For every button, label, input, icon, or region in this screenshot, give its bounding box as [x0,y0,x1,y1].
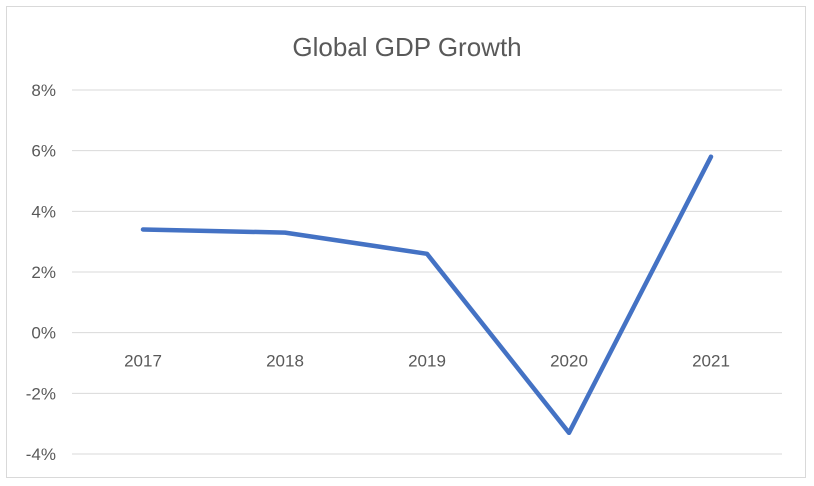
y-tick-label: -4% [26,445,56,464]
y-tick-label: 4% [31,202,56,221]
chart-title: Global GDP Growth [292,32,521,62]
chart-frame [6,6,806,478]
x-tick-label: 2017 [124,352,162,371]
series-lines [140,154,714,436]
x-tick-label: 2019 [408,352,446,371]
gridlines [72,89,782,455]
x-tick-label: 2021 [692,352,730,371]
x-axis-tick-labels: 2017 2018 2019 2020 2021 [124,352,730,371]
y-tick-label: 0% [31,324,56,343]
y-tick-label: -2% [26,384,56,403]
y-tick-label: 6% [31,142,56,161]
y-tick-label: 2% [31,263,56,282]
x-tick-label: 2020 [550,352,588,371]
series-line [140,154,714,436]
y-axis-tick-labels: -4% -2% 0% 2% 4% 6% 8% [26,81,56,464]
y-tick-label: 8% [31,81,56,100]
x-tick-label: 2018 [266,352,304,371]
